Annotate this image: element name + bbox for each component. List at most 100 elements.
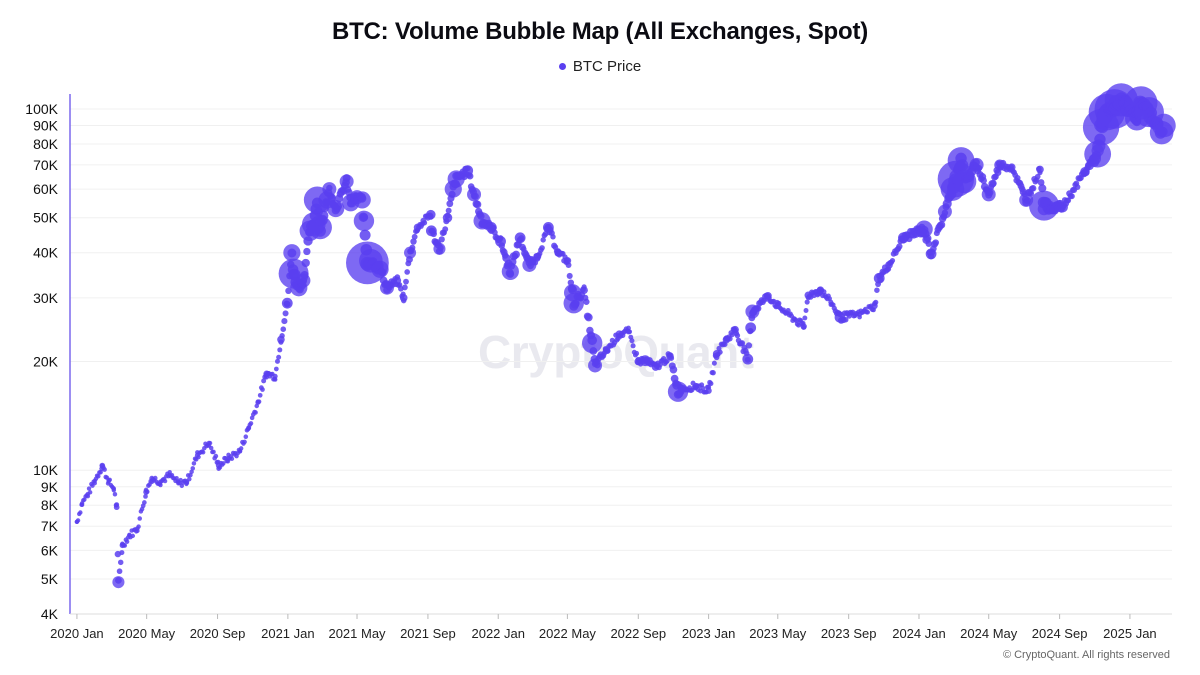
volume-bubble[interactable] bbox=[327, 199, 345, 218]
price-dot[interactable] bbox=[874, 287, 880, 293]
price-dot[interactable] bbox=[281, 318, 288, 325]
volume-bubble[interactable] bbox=[816, 286, 825, 295]
volume-bubble[interactable] bbox=[1029, 190, 1060, 221]
price-dot[interactable] bbox=[124, 539, 130, 544]
price-dot[interactable] bbox=[280, 326, 287, 333]
volume-bubble[interactable] bbox=[915, 220, 933, 238]
volume-bubble[interactable] bbox=[226, 455, 231, 461]
volume-bubble[interactable] bbox=[277, 335, 285, 344]
volume-bubble[interactable] bbox=[625, 328, 632, 335]
volume-bubble[interactable] bbox=[495, 235, 506, 247]
price-dot[interactable] bbox=[116, 568, 123, 575]
volume-bubble[interactable] bbox=[283, 244, 301, 262]
volume-bubble[interactable] bbox=[1036, 165, 1044, 174]
volume-bubble[interactable] bbox=[353, 191, 371, 209]
price-dot[interactable] bbox=[734, 332, 741, 339]
price-dot[interactable] bbox=[1029, 184, 1037, 192]
price-dot[interactable] bbox=[174, 476, 179, 481]
volume-bubble[interactable] bbox=[873, 272, 885, 284]
volume-bubble[interactable] bbox=[339, 174, 354, 189]
price-dot[interactable] bbox=[700, 385, 706, 391]
price-dot[interactable] bbox=[708, 381, 714, 387]
volume-bubble[interactable] bbox=[666, 352, 674, 360]
price-dot[interactable] bbox=[112, 491, 118, 497]
price-dot[interactable] bbox=[745, 342, 753, 349]
price-dot[interactable] bbox=[261, 378, 267, 384]
volume-bubble[interactable] bbox=[85, 491, 91, 497]
volume-bubble[interactable] bbox=[514, 232, 526, 244]
volume-bubble[interactable] bbox=[215, 462, 222, 469]
volume-bubble[interactable] bbox=[800, 323, 807, 330]
price-dot[interactable] bbox=[359, 229, 371, 241]
price-dot[interactable] bbox=[802, 315, 808, 321]
volume-bubble[interactable] bbox=[639, 355, 651, 367]
price-dot[interactable] bbox=[634, 350, 640, 356]
volume-bubble[interactable] bbox=[442, 212, 453, 223]
price-dot[interactable] bbox=[274, 358, 280, 364]
price-dot[interactable] bbox=[629, 338, 635, 344]
volume-bubble[interactable] bbox=[651, 363, 660, 371]
volume-bubble[interactable] bbox=[774, 302, 781, 310]
price-dot[interactable] bbox=[158, 482, 163, 488]
volume-bubble[interactable] bbox=[764, 291, 772, 300]
price-dot[interactable] bbox=[410, 238, 417, 245]
volume-bubble[interactable] bbox=[158, 479, 163, 484]
volume-bubble[interactable] bbox=[119, 542, 126, 549]
price-dot[interactable] bbox=[566, 272, 573, 279]
volume-bubble[interactable] bbox=[871, 302, 878, 310]
volume-bubble[interactable] bbox=[580, 286, 588, 295]
volume-bubble[interactable] bbox=[473, 212, 491, 230]
volume-bubble[interactable] bbox=[106, 479, 111, 484]
volume-bubble[interactable] bbox=[281, 297, 293, 309]
volume-bubble[interactable] bbox=[522, 257, 537, 272]
price-dot[interactable] bbox=[550, 234, 556, 240]
price-dot[interactable] bbox=[1038, 184, 1047, 193]
price-dot[interactable] bbox=[804, 299, 810, 305]
price-dot[interactable] bbox=[211, 449, 216, 455]
price-dot[interactable] bbox=[117, 559, 124, 566]
volume-bubble[interactable] bbox=[1080, 167, 1090, 177]
volume-bubble[interactable] bbox=[237, 448, 243, 454]
price-dot[interactable] bbox=[583, 298, 590, 305]
volume-bubble[interactable] bbox=[206, 440, 212, 446]
volume-bubble[interactable] bbox=[263, 370, 270, 377]
price-dot[interactable] bbox=[102, 467, 107, 472]
volume-bubble[interactable] bbox=[135, 526, 140, 531]
volume-bubble[interactable] bbox=[99, 462, 106, 469]
price-dot[interactable] bbox=[119, 550, 125, 556]
volume-bubble[interactable] bbox=[898, 232, 909, 244]
price-dot[interactable] bbox=[273, 366, 279, 372]
price-dot[interactable] bbox=[189, 469, 194, 475]
volume-bubble[interactable] bbox=[745, 322, 757, 334]
price-dot[interactable] bbox=[803, 308, 809, 313]
price-dot[interactable] bbox=[473, 200, 482, 209]
volume-bubble[interactable] bbox=[554, 248, 562, 257]
volume-bubble[interactable] bbox=[246, 425, 252, 431]
volume-bubble[interactable] bbox=[705, 387, 712, 394]
volume-bubble[interactable] bbox=[127, 533, 132, 538]
volume-bubble[interactable] bbox=[742, 353, 754, 365]
price-dot[interactable] bbox=[208, 445, 214, 451]
volume-bubble[interactable] bbox=[79, 501, 85, 506]
volume-bubble[interactable] bbox=[1057, 201, 1068, 213]
volume-bubble[interactable] bbox=[485, 222, 497, 233]
volume-bubble[interactable] bbox=[194, 452, 200, 458]
price-dot[interactable] bbox=[994, 169, 1002, 176]
volume-bubble[interactable] bbox=[937, 204, 952, 219]
price-dot[interactable] bbox=[445, 207, 452, 214]
price-dot[interactable] bbox=[896, 243, 903, 250]
volume-bubble[interactable] bbox=[677, 385, 686, 393]
volume-bubble[interactable] bbox=[176, 481, 181, 486]
volume-bubble[interactable] bbox=[804, 291, 813, 300]
price-dot[interactable] bbox=[282, 310, 289, 317]
price-dot[interactable] bbox=[213, 453, 219, 459]
volume-bubble[interactable] bbox=[981, 187, 996, 202]
price-dot[interactable] bbox=[260, 387, 265, 392]
volume-bubble[interactable] bbox=[413, 223, 422, 232]
price-dot[interactable] bbox=[1065, 197, 1072, 204]
volume-bubble[interactable] bbox=[322, 182, 337, 197]
volume-bubble[interactable] bbox=[581, 332, 603, 354]
volume-bubble[interactable] bbox=[167, 472, 172, 478]
price-dot[interactable] bbox=[143, 494, 148, 499]
price-dot[interactable] bbox=[1074, 184, 1081, 190]
